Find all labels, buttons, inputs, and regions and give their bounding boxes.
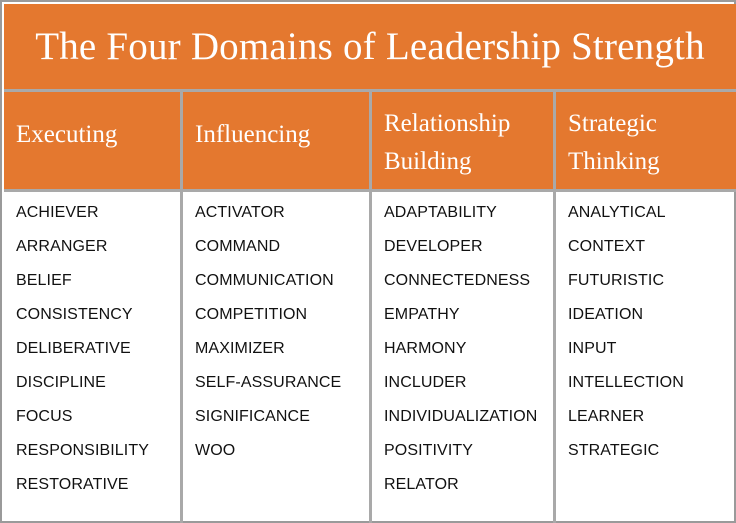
strength-item: COMMUNICATION [195,272,334,289]
strength-list-relationship-building: ADAPTABILITY DEVELOPER CONNECTEDNESS EMP… [372,192,553,508]
column-executing: Executing ACHIEVER ARRANGER BELIEF CONSI… [4,92,180,523]
strength-item: COMMAND [195,238,281,255]
column-divider [369,92,372,523]
strength-item: DELIBERATIVE [16,340,131,357]
strength-item: CONSISTENCY [16,306,133,323]
strength-item: CONTEXT [568,238,646,255]
strength-item: POSITIVITY [384,442,474,459]
strength-item: INDIVIDUALIZATION [384,408,538,425]
strength-item: ADAPTABILITY [384,204,497,221]
column-header-executing: Executing [4,92,180,192]
strength-item: HARMONY [384,340,467,357]
column-divider [180,92,183,523]
strength-item: WOO [195,442,236,459]
column-header-strategic-thinking: Strategic Thinking [556,92,736,192]
column-header-label: Building [384,148,472,175]
column-influencing: Influencing ACTIVATOR COMMAND COMMUNICAT… [183,92,369,523]
strength-item: ANALYTICAL [568,204,666,221]
strength-item: CONNECTEDNESS [384,272,531,289]
strength-list-executing: ACHIEVER ARRANGER BELIEF CONSISTENCY DEL… [4,192,180,508]
strength-item: DISCIPLINE [16,374,106,391]
strength-item: EMPATHY [384,306,460,323]
strength-item: FUTURISTIC [568,272,665,289]
strength-item: RELATOR [384,476,459,493]
column-header-label: Executing [16,121,118,148]
strength-item: SELF-ASSURANCE [195,374,342,391]
column-divider [553,92,556,523]
column-header-label: Influencing [195,121,311,148]
strength-item: MAXIMIZER [195,340,285,357]
strength-item: DEVELOPER [384,238,483,255]
strength-item: SIGNIFICANCE [195,408,310,425]
table-title: The Four Domains of Leadership Strength [4,4,736,92]
column-header-label: Thinking [568,148,660,175]
strength-item: IDEATION [568,306,644,323]
column-strategic-thinking: Strategic Thinking ANALYTICAL CONTEXT FU… [556,92,736,523]
strength-item: INCLUDER [384,374,467,391]
strength-item: COMPETITION [195,306,308,323]
strength-item: ARRANGER [16,238,108,255]
column-header-influencing: Influencing [183,92,369,192]
strength-list-influencing: ACTIVATOR COMMAND COMMUNICATION COMPETIT… [183,192,369,474]
column-relationship-building: Relationship Building ADAPTABILITY DEVEL… [372,92,553,523]
strength-item: RESTORATIVE [16,476,129,493]
strength-item: INTELLECTION [568,374,684,391]
strength-item: BELIEF [16,272,72,289]
column-header-relationship-building: Relationship Building [372,92,553,192]
strength-item: LEARNER [568,408,645,425]
strength-item: ACHIEVER [16,204,99,221]
strength-item: STRATEGIC [568,442,660,459]
strength-item: FOCUS [16,408,73,425]
strength-list-strategic-thinking: ANALYTICAL CONTEXT FUTURISTIC IDEATION I… [556,192,736,474]
column-header-label: Relationship [384,110,511,137]
strength-item: RESPONSIBILITY [16,442,149,459]
strength-item: ACTIVATOR [195,204,285,221]
column-header-label: Strategic [568,110,657,137]
strength-item: INPUT [568,340,617,357]
